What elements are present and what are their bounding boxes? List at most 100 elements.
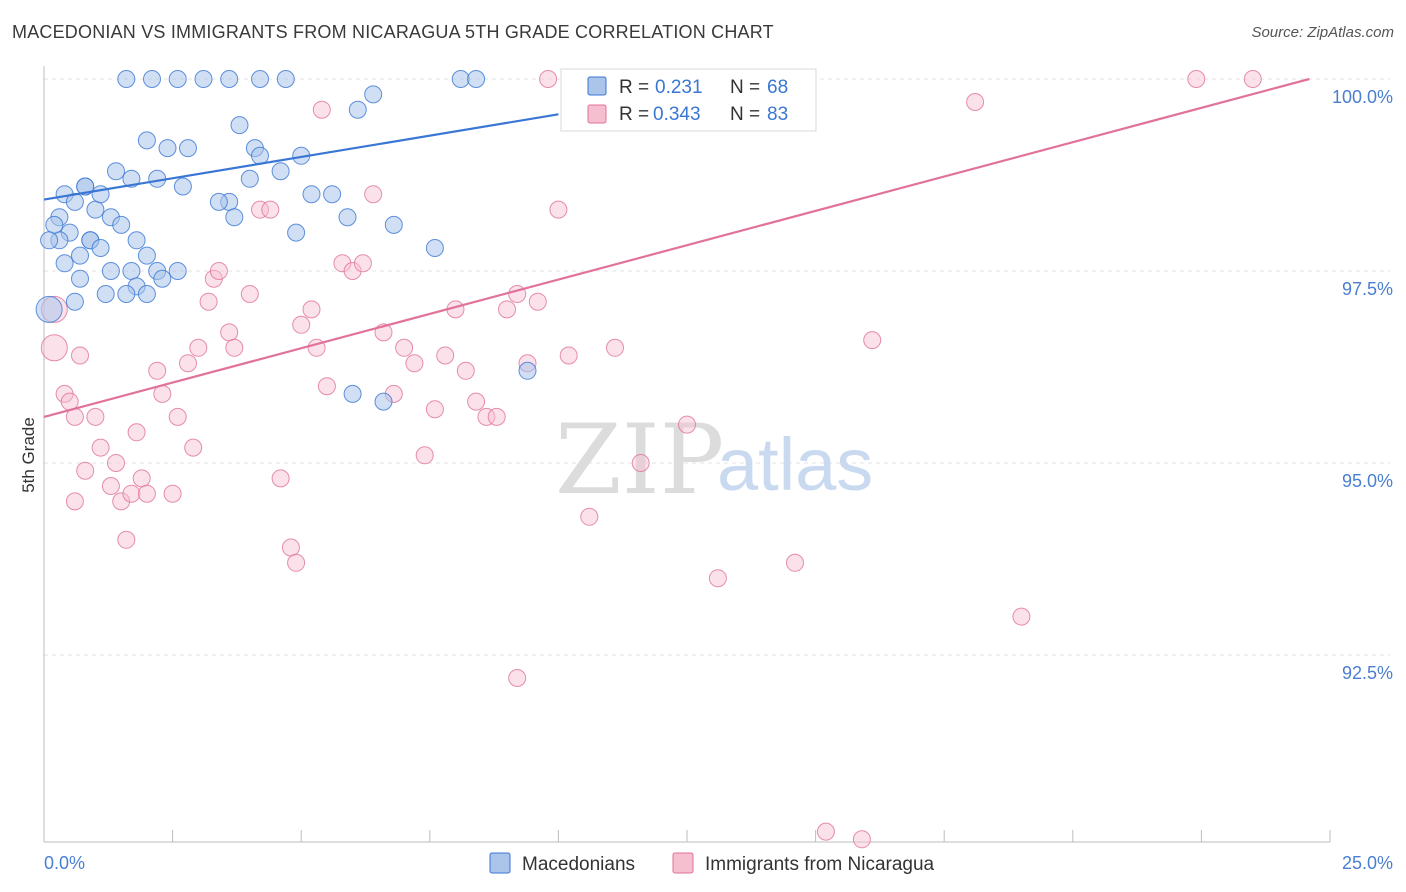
point-nicaragua-41 [343, 262, 362, 280]
point-macedonians-31 [101, 262, 120, 280]
point-nicaragua-12 [112, 492, 131, 511]
point-nicaragua-31 [251, 200, 269, 219]
point-nicaragua-24 [189, 338, 208, 357]
y-tick-label-3: 100.0% [1332, 87, 1393, 107]
point-macedonians-1 [143, 70, 161, 88]
y-axis-title: 5th Grade [19, 417, 38, 493]
point-nicaragua-37 [302, 300, 321, 319]
point-macedonians-65 [374, 392, 393, 411]
point-nicaragua-68 [1012, 607, 1031, 626]
point-macedonians-54 [240, 169, 259, 188]
point-macedonians-49 [40, 231, 59, 250]
point-nicaragua-42 [353, 254, 372, 273]
x-tick-label-0: 0.0% [44, 853, 85, 873]
point-nicaragua-79 [508, 669, 527, 687]
point-nicaragua-67 [863, 331, 882, 350]
point-nicaragua-66 [786, 553, 804, 572]
point-nicaragua-18 [148, 361, 167, 380]
point-macedonians-63 [302, 185, 321, 204]
point-nicaragua-34 [281, 538, 300, 557]
point-macedonians-35 [96, 285, 115, 303]
point-nicaragua-62 [580, 507, 599, 526]
axes [43, 66, 1331, 843]
point-nicaragua-54 [477, 407, 496, 426]
point-macedonians-39 [137, 285, 156, 303]
x-tick-label-1: 25.0% [1342, 853, 1393, 873]
point-nicaragua-43 [364, 185, 383, 204]
stats-r-value-1: 0.231 [655, 77, 703, 98]
point-nicaragua-50 [436, 346, 455, 365]
legend: Macedonians Immigrants from Nicaragua [489, 852, 935, 875]
point-nicaragua-69 [966, 93, 985, 111]
point-nicaragua-53 [467, 392, 486, 411]
point-macedonians-13 [107, 162, 125, 181]
stats-r-label-2: R = [619, 104, 649, 125]
stats-n-value-1: 68 [767, 77, 788, 98]
point-nicaragua-70 [1187, 70, 1206, 88]
point-nicaragua-82 [852, 830, 871, 849]
point-nicaragua-6 [65, 492, 84, 511]
point-macedonians-67 [35, 295, 63, 323]
point-nicaragua-20 [163, 484, 182, 503]
point-macedonians-15 [173, 177, 192, 196]
point-nicaragua-15 [127, 423, 146, 442]
point-nicaragua-72 [539, 70, 558, 88]
point-nicaragua-52 [456, 361, 475, 380]
point-nicaragua-78 [312, 100, 331, 119]
point-nicaragua-80 [708, 569, 727, 588]
point-nicaragua-13 [117, 530, 136, 549]
source-label: Source: ZipAtlas.com [1251, 24, 1394, 41]
point-nicaragua-81 [816, 822, 835, 841]
point-macedonians-11 [179, 139, 197, 158]
point-macedonians-61 [230, 116, 249, 135]
point-macedonians-57 [348, 100, 367, 119]
point-macedonians-58 [364, 85, 383, 104]
point-nicaragua-22 [179, 354, 197, 373]
stats-r-value-2: 0.343 [653, 104, 701, 125]
watermark: ZIP atlas [555, 404, 873, 516]
point-nicaragua-56 [498, 300, 516, 319]
point-macedonians-42 [71, 269, 89, 288]
point-nicaragua-48 [415, 446, 434, 465]
point-nicaragua-32 [261, 200, 280, 219]
point-macedonians-5 [251, 70, 269, 88]
legend-swatch-nicaragua [672, 852, 694, 874]
point-nicaragua-47 [405, 354, 424, 373]
point-macedonians-48 [76, 177, 95, 196]
point-macedonians-30 [91, 239, 110, 257]
point-nicaragua-8 [86, 407, 105, 426]
point-macedonians-10 [158, 139, 177, 158]
point-nicaragua-1 [40, 334, 68, 362]
legend-label-nicaragua: Immigrants from Nicaragua [705, 854, 935, 875]
point-macedonians-50 [209, 192, 228, 211]
point-nicaragua-64 [631, 454, 650, 472]
point-macedonians-56 [338, 208, 357, 227]
point-nicaragua-25 [199, 292, 218, 311]
point-nicaragua-10 [101, 477, 120, 495]
trend-line-macedonians [43, 113, 559, 201]
point-macedonians-3 [194, 70, 213, 88]
point-nicaragua-49 [425, 400, 444, 419]
point-nicaragua-14 [122, 484, 141, 503]
point-macedonians-24 [55, 254, 74, 273]
point-nicaragua-63 [606, 338, 624, 357]
point-nicaragua-11 [107, 454, 125, 472]
y-tick-label-2: 97.5% [1342, 279, 1393, 299]
stats-box: R = 0.231 N = 68 R = 0.343 N = 83 [560, 68, 817, 132]
point-macedonians-51 [225, 208, 244, 227]
point-macedonians-41 [65, 292, 84, 311]
point-nicaragua-17 [137, 484, 156, 503]
point-macedonians-64 [343, 384, 362, 403]
point-nicaragua-9 [91, 438, 110, 457]
point-macedonians-40 [153, 269, 172, 288]
point-macedonians-9 [137, 131, 156, 150]
point-nicaragua-30 [240, 285, 259, 303]
point-nicaragua-7 [76, 461, 95, 480]
point-macedonians-37 [168, 262, 187, 280]
point-macedonians-21 [122, 169, 141, 188]
point-macedonians-8 [467, 70, 486, 88]
point-nicaragua-60 [549, 200, 568, 219]
y-tick-label-0: 92.5% [1342, 663, 1393, 683]
point-macedonians-7 [451, 70, 470, 88]
